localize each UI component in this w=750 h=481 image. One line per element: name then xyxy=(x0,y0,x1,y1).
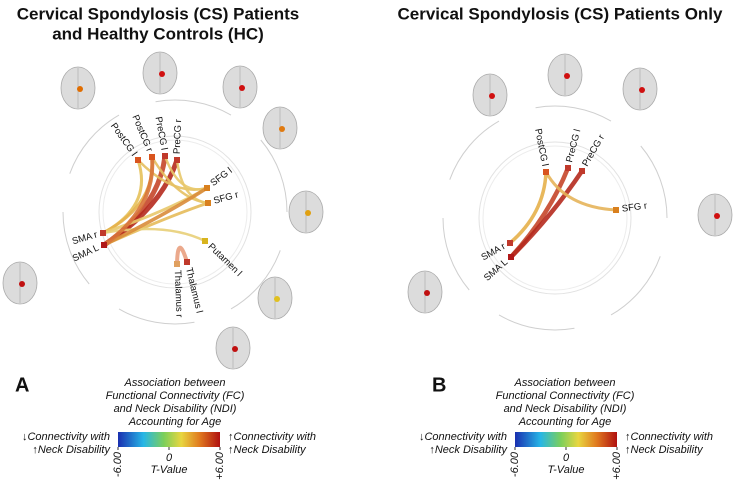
legend-right: ↑Connectivity with xyxy=(625,431,713,443)
brain-dot xyxy=(239,85,245,91)
legend-heading: and Neck Disability (NDI) xyxy=(114,403,237,415)
outer-arc xyxy=(69,114,120,174)
outer-arc xyxy=(155,99,232,116)
node-label: PostCG l xyxy=(532,128,550,167)
connection xyxy=(508,165,571,260)
node-label: PreCG l xyxy=(564,128,583,163)
legend-heading: Association between xyxy=(124,377,226,389)
brain-dot xyxy=(489,93,495,99)
brain-dot xyxy=(305,210,311,216)
colorbar-axis-label: T-Value xyxy=(150,464,187,476)
ring xyxy=(102,139,248,285)
outer-arc xyxy=(498,314,575,331)
node-label: SFG r xyxy=(212,189,239,206)
colorbar-tick-label: 0 xyxy=(166,452,173,464)
legend-heading: and Neck Disability (NDI) xyxy=(504,403,627,415)
node xyxy=(174,261,180,267)
legend-left: ↓Connectivity with xyxy=(22,431,110,443)
outer-arc xyxy=(449,120,500,180)
node-label: Thalamus r xyxy=(172,270,185,318)
node xyxy=(205,200,211,206)
node-label: Thalamus l xyxy=(183,267,205,315)
outer-arc xyxy=(230,250,281,310)
brain-dot xyxy=(19,281,25,287)
node xyxy=(565,165,571,171)
node xyxy=(202,238,208,244)
outer-arc xyxy=(610,256,661,316)
node xyxy=(579,168,585,174)
node xyxy=(149,154,155,160)
connection xyxy=(101,227,207,243)
ring xyxy=(98,135,252,289)
node-label: PreCG l xyxy=(153,116,170,151)
legend-heading: Functional Connectivity (FC) xyxy=(106,390,245,402)
node xyxy=(543,169,549,175)
connection xyxy=(102,155,155,247)
brain-dot xyxy=(159,71,165,77)
connection xyxy=(175,158,210,205)
colorbar-axis-label: T-Value xyxy=(547,464,584,476)
outer-arc xyxy=(260,139,288,213)
node xyxy=(184,259,190,265)
node-label: SFG r xyxy=(621,200,648,214)
outer-arc xyxy=(442,217,470,291)
brain-dot xyxy=(279,126,285,132)
ring xyxy=(478,141,632,295)
colorbar-tick-label: -6.00 xyxy=(112,451,124,477)
brain-dot xyxy=(564,73,570,79)
colorbar-tick-label: -6.00 xyxy=(509,451,521,477)
brain-dot xyxy=(714,213,720,219)
panel-title: Cervical Spondylosis (CS) Patients Only xyxy=(398,4,724,23)
connection xyxy=(102,186,209,247)
outer-arc xyxy=(62,211,90,285)
outer-arc xyxy=(118,308,195,325)
colorbar xyxy=(118,432,220,447)
panel-title: and Healthy Controls (HC) xyxy=(52,24,264,43)
brain-dot xyxy=(232,346,238,352)
node-label: PreCG r xyxy=(580,133,607,169)
legend-heading: Association between xyxy=(514,377,616,389)
node-label: SFG l xyxy=(209,165,235,188)
connection xyxy=(508,168,585,260)
brain-dot xyxy=(424,290,430,296)
node xyxy=(100,230,106,236)
legend-heading: Accounting for Age xyxy=(128,416,222,428)
panel-letter: B xyxy=(432,374,446,396)
legend-left: ↓Connectivity with xyxy=(419,431,507,443)
node-label: PreCG r xyxy=(172,119,184,154)
connection xyxy=(544,170,618,212)
colorbar-tick-label: +6.00 xyxy=(214,451,226,480)
connection xyxy=(508,170,548,245)
node xyxy=(204,185,210,191)
panel-title: Cervical Spondylosis (CS) Patients xyxy=(17,4,299,23)
colorbar-tick-label: +6.00 xyxy=(611,451,623,480)
legend-heading: Functional Connectivity (FC) xyxy=(496,390,635,402)
node xyxy=(135,157,141,163)
brain-dot xyxy=(77,86,83,92)
node xyxy=(613,207,619,213)
node xyxy=(162,153,168,159)
outer-arc xyxy=(640,145,668,219)
ring xyxy=(482,145,628,291)
legend-right: ↑Connectivity with xyxy=(228,431,316,443)
legend-right: ↑Neck Disability xyxy=(228,444,307,456)
node xyxy=(508,254,514,260)
panel-letter: A xyxy=(15,374,29,396)
brain-dot xyxy=(274,296,280,302)
node xyxy=(174,157,180,163)
legend-left: ↑Neck Disability xyxy=(32,444,111,456)
legend-heading: Accounting for Age xyxy=(518,416,612,428)
node xyxy=(101,242,107,248)
colorbar-tick-label: 0 xyxy=(563,452,570,464)
connection xyxy=(175,245,189,266)
legend-right: ↑Neck Disability xyxy=(625,444,704,456)
node xyxy=(507,240,513,246)
brain-dot xyxy=(639,87,645,93)
legend-left: ↑Neck Disability xyxy=(429,444,508,456)
outer-arc xyxy=(535,105,612,122)
colorbar xyxy=(515,432,617,447)
